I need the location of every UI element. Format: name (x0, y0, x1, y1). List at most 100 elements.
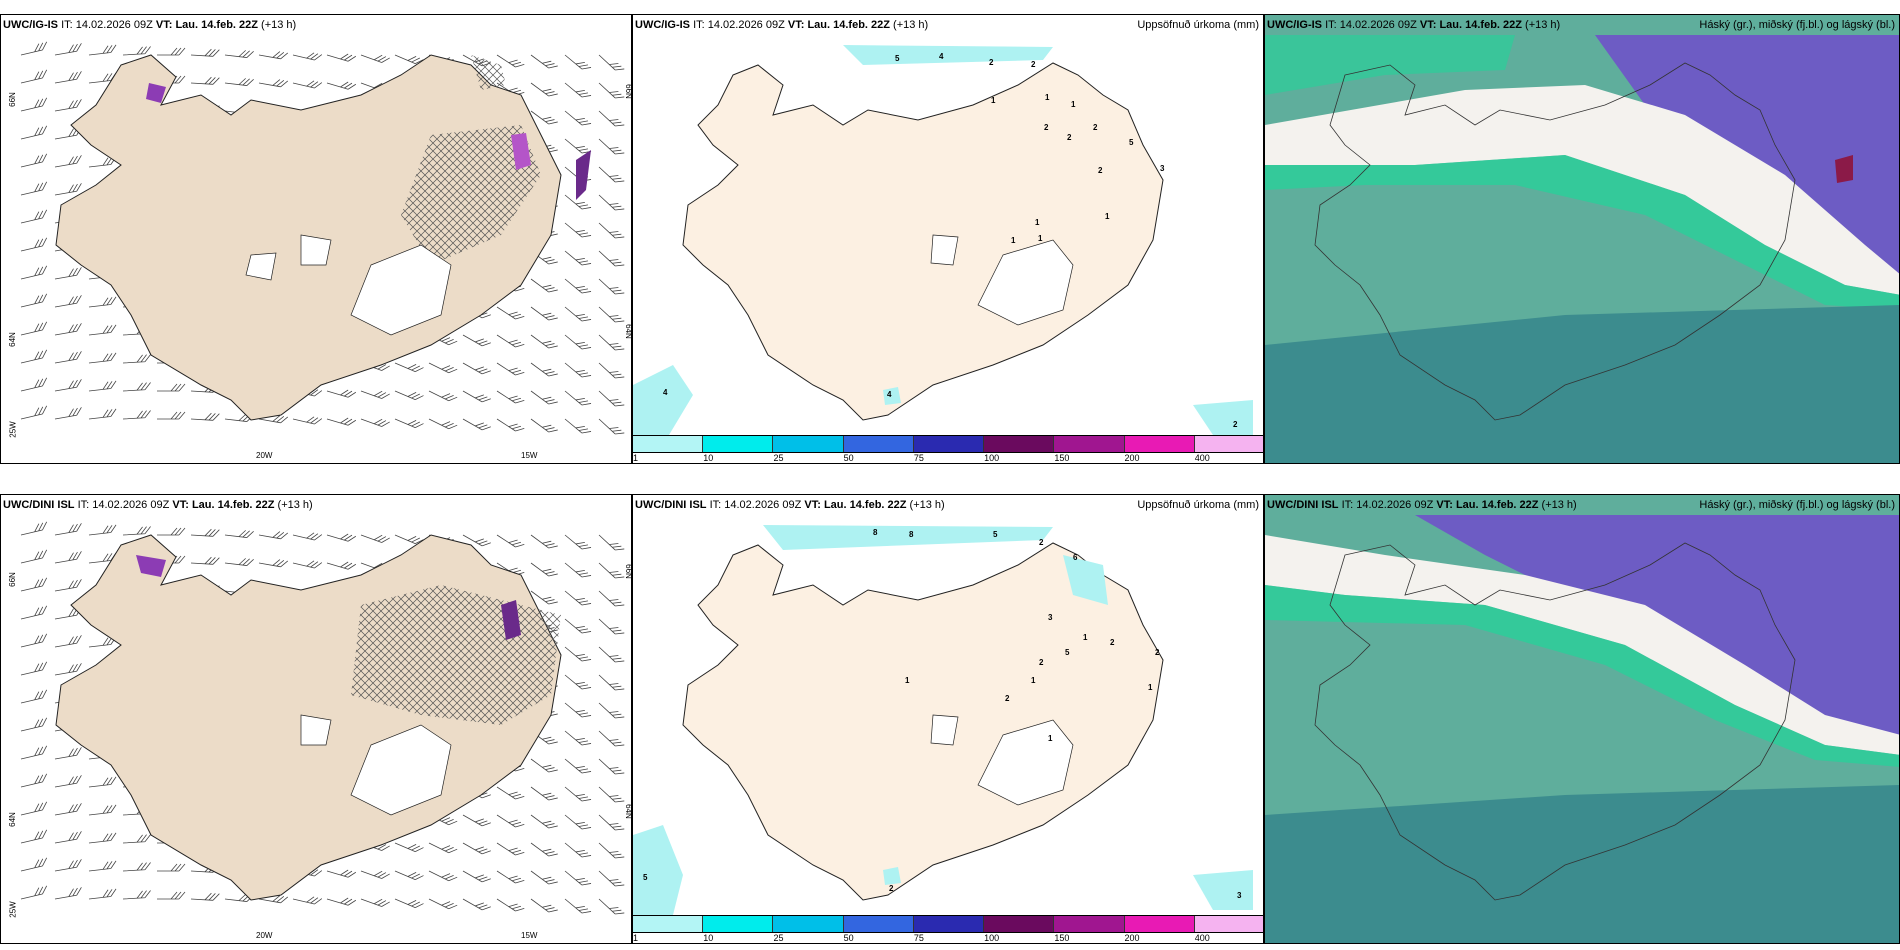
wind-barb-icon (20, 41, 48, 56)
wind-barb-icon (598, 590, 625, 607)
precip-value-label: 2 (989, 58, 994, 67)
lat-label: 66N (7, 92, 17, 107)
wind-barb-icon (54, 747, 82, 760)
wind-barb-icon (530, 786, 558, 801)
precip-value-label: 1 (1045, 93, 1050, 102)
wind-barb-icon (564, 898, 592, 914)
wind-barb-icon (428, 842, 458, 854)
panel-header: UWC/IG-IS IT: 14.02.2026 09Z VT: Lau. 14… (1267, 19, 1561, 31)
wind-barb-icon (20, 521, 48, 536)
wind-barb-icon (292, 896, 323, 905)
wind-barb-icon (496, 814, 525, 828)
wind-barb-icon (394, 418, 424, 429)
wind-barb-icon (54, 859, 82, 872)
wind-barb-icon (564, 194, 592, 210)
wind-barb-icon (326, 869, 357, 878)
wind-barb-icon (598, 82, 625, 99)
wind-barb-icon (462, 842, 491, 855)
wind-barb-icon (20, 321, 48, 336)
wind-barb-icon (122, 46, 151, 56)
wind-barb-icon (564, 870, 592, 886)
precip-value-label: 2 (1031, 60, 1036, 69)
wind-barb-icon (20, 237, 48, 252)
colorbar-swatch (773, 436, 844, 452)
wind-barb-icon (598, 250, 625, 267)
wind-barb-icon (54, 579, 82, 592)
wind-barb-icon (88, 324, 117, 336)
colorbar-tick-label: 75 (913, 933, 924, 943)
wind-barb-icon (156, 527, 186, 536)
precip-value-labels: 5 4 2 2 2 1 1 2 5 3 2 1 1 1 1 1 4 4 2 2 (663, 52, 1238, 429)
wind-barb-icon (20, 549, 48, 564)
wind-barb-icon (88, 832, 117, 844)
wind-barb-icon (88, 156, 117, 168)
wind-barb-icon (598, 222, 625, 239)
iceland-outline (1314, 62, 1796, 421)
precip-value-label: 2 (889, 884, 894, 893)
colorbar-swatch (1054, 436, 1125, 452)
wind-barb-icon (190, 528, 220, 537)
wind-barb-icon (530, 534, 558, 549)
colorbar-tick-label: 100 (984, 453, 1000, 463)
wind-barb-icon (122, 410, 151, 420)
wind-barb-icon (530, 250, 558, 265)
wind-barb-icon (530, 390, 558, 405)
precip-area (763, 525, 1053, 550)
lon-label: 15W (521, 931, 538, 940)
wind-barb-icon (394, 534, 424, 545)
wind-barb-icon (360, 898, 390, 907)
precip-value-label: 5 (895, 54, 900, 63)
wind-barb-icon (20, 885, 48, 900)
wind-barb-icon (54, 407, 82, 420)
colorbar-tick-label: 200 (1124, 453, 1140, 463)
wind-barb-icon (258, 51, 289, 60)
colorbar-tick-label: 1 (633, 933, 639, 943)
wind-barb-icon (598, 702, 625, 719)
wind-barb-icon (598, 138, 625, 155)
wind-barb-icon (530, 730, 558, 745)
precip-value-label: 2 (1039, 538, 1044, 547)
precip-value-label: 3 (1048, 613, 1053, 622)
precip-value-label: 2 (1093, 123, 1098, 132)
wind-barb-icon (122, 862, 151, 872)
wind-barb-icon (598, 870, 625, 887)
wind-barb-icon (20, 349, 48, 364)
wind-barb-icon (496, 842, 525, 856)
precip-value-label: 3 (1237, 891, 1242, 900)
wind-barb-icon (564, 758, 592, 774)
wind-barb-icon (326, 53, 357, 62)
wind-barb-icon (156, 47, 186, 56)
wind-barb-icon (496, 786, 525, 800)
panel-header: UWC/DINI ISL IT: 14.02.2026 09Z VT: Lau.… (635, 499, 945, 511)
wind-barb-icon (462, 534, 491, 547)
wind-barb-icon (428, 898, 458, 910)
wind-barb-icon (598, 54, 625, 71)
cloud-white-band (1265, 85, 1899, 295)
wind-barb-icon (564, 618, 592, 634)
lon-label: 15W (521, 451, 538, 460)
wind-barb-icon (258, 415, 289, 424)
colorbar-swatch (1124, 916, 1195, 932)
wind-barb-icon (54, 183, 82, 196)
colorbar-tick-label: 100 (984, 933, 1000, 943)
wind-barb-icon (564, 390, 592, 406)
colorbar-tick-label: 25 (773, 453, 784, 463)
colorbar-swatch (633, 916, 704, 932)
hatch-pattern-icon (401, 125, 541, 265)
wind-barb-icon (462, 418, 491, 431)
wind-barb-icon (564, 730, 592, 746)
wind-barb-icon (258, 895, 289, 904)
wind-barb-icon (530, 306, 558, 321)
wind-barb-icon (462, 334, 491, 347)
wind-barb-icon (394, 842, 424, 853)
wind-barb-icon (224, 530, 254, 538)
glacier (350, 244, 452, 336)
wind-barb-icon (564, 562, 592, 578)
wind-barb-icon (564, 534, 592, 550)
colorbar-tick-label: 75 (913, 453, 924, 463)
wind-barb-icon (20, 633, 48, 648)
lat-label: 66N (623, 84, 632, 99)
wind-barb-icon (54, 831, 82, 844)
lon-label: 20W (256, 451, 273, 460)
lat-label: 66N (623, 564, 632, 579)
